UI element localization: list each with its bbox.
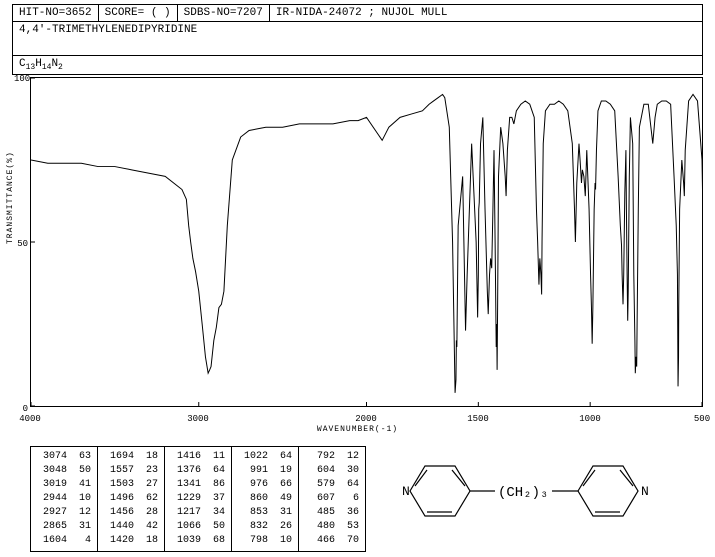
spectrum-svg bbox=[31, 78, 702, 406]
peak-entry: 292712 bbox=[37, 506, 91, 520]
peak-entry: 144042 bbox=[104, 520, 158, 534]
x-tick: 1000 bbox=[579, 414, 601, 424]
peak-entry: 102264 bbox=[238, 450, 292, 464]
sdbs-no: SDBS-NO=7207 bbox=[178, 5, 270, 21]
y-tick: 100 bbox=[14, 74, 28, 84]
peak-entry: 79810 bbox=[238, 534, 292, 548]
bottom-row: 3074633048503019412944102927122865311604… bbox=[30, 446, 660, 552]
peak-entry: 150327 bbox=[104, 478, 158, 492]
x-tick: 4000 bbox=[19, 414, 41, 424]
peak-entry: 85331 bbox=[238, 506, 292, 520]
peak-column: 3074633048503019412944102927122865311604… bbox=[31, 447, 98, 551]
peak-table: 3074633048503019412944102927122865311604… bbox=[30, 446, 366, 552]
peak-entry: 304850 bbox=[37, 464, 91, 478]
peak-entry: 301941 bbox=[37, 478, 91, 492]
peak-entry: 16044 bbox=[37, 534, 91, 548]
x-tick: 3000 bbox=[187, 414, 209, 424]
peak-entry: 121734 bbox=[171, 506, 225, 520]
ir-spectrum-chart bbox=[30, 77, 703, 407]
peak-entry: 6076 bbox=[305, 492, 359, 506]
y-tick: 50 bbox=[14, 239, 28, 249]
x-tick: 1500 bbox=[467, 414, 489, 424]
peak-entry: 83226 bbox=[238, 520, 292, 534]
peak-entry: 48053 bbox=[305, 520, 359, 534]
peak-entry: 142018 bbox=[104, 534, 158, 548]
nitrogen-atom: N bbox=[402, 484, 410, 499]
peak-entry: 286531 bbox=[37, 520, 91, 534]
peak-column: 1416111376641341861229371217341066501039… bbox=[165, 447, 232, 551]
hit-no: HIT-NO=3652 bbox=[13, 5, 99, 21]
x-tick: 2000 bbox=[355, 414, 377, 424]
peak-entry: 46670 bbox=[305, 534, 359, 548]
x-axis-label: WAVENUMBER(-1) bbox=[317, 425, 398, 434]
peak-column: 7921260430579646076485364805346670 bbox=[299, 447, 365, 551]
peak-entry: 79212 bbox=[305, 450, 359, 464]
peak-entry: 134186 bbox=[171, 478, 225, 492]
y-axis-label: TRANSMITTANCE(%) bbox=[6, 151, 15, 244]
peak-entry: 307463 bbox=[37, 450, 91, 464]
compound-name: 4,4'-TRIMETHYLENEDIPYRIDINE bbox=[12, 22, 703, 56]
peak-entry: 294410 bbox=[37, 492, 91, 506]
peak-column: 102264991199766686049853318322679810 bbox=[232, 447, 299, 551]
molecular-formula: C13H14N2 bbox=[12, 56, 703, 75]
header-row: HIT-NO=3652 SCORE= ( ) SDBS-NO=7207 IR-N… bbox=[12, 4, 703, 22]
peak-entry: 145628 bbox=[104, 506, 158, 520]
peak-entry: 48536 bbox=[305, 506, 359, 520]
peak-entry: 99119 bbox=[238, 464, 292, 478]
peak-entry: 122937 bbox=[171, 492, 225, 506]
peak-column: 1694181557231503271496621456281440421420… bbox=[98, 447, 165, 551]
peak-entry: 169418 bbox=[104, 450, 158, 464]
peak-entry: 86049 bbox=[238, 492, 292, 506]
peak-entry: 149662 bbox=[104, 492, 158, 506]
nitrogen-atom: N bbox=[641, 484, 649, 499]
score: SCORE= ( ) bbox=[99, 5, 178, 21]
molecule-structure: N (CH₂)₃ N bbox=[390, 446, 660, 536]
peak-entry: 57964 bbox=[305, 478, 359, 492]
peak-entry: 155723 bbox=[104, 464, 158, 478]
ir-nida: IR-NIDA-24072 ; NUJOL MULL bbox=[270, 5, 702, 21]
peak-entry: 60430 bbox=[305, 464, 359, 478]
spectrum-trace bbox=[31, 95, 702, 393]
peak-entry: 141611 bbox=[171, 450, 225, 464]
x-tick: 500 bbox=[694, 414, 710, 424]
peak-entry: 97666 bbox=[238, 478, 292, 492]
y-tick: 0 bbox=[14, 404, 28, 414]
peak-entry: 103968 bbox=[171, 534, 225, 548]
peak-entry: 106650 bbox=[171, 520, 225, 534]
linker-label: (CH₂)₃ bbox=[498, 485, 548, 501]
peak-entry: 137664 bbox=[171, 464, 225, 478]
